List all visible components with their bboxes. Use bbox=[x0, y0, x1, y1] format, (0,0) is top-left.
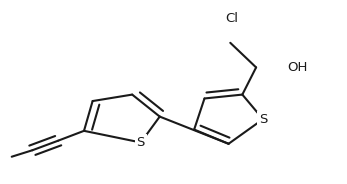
Text: OH: OH bbox=[287, 61, 307, 74]
Text: Cl: Cl bbox=[226, 12, 238, 25]
Text: S: S bbox=[137, 136, 145, 149]
Text: S: S bbox=[259, 113, 267, 126]
